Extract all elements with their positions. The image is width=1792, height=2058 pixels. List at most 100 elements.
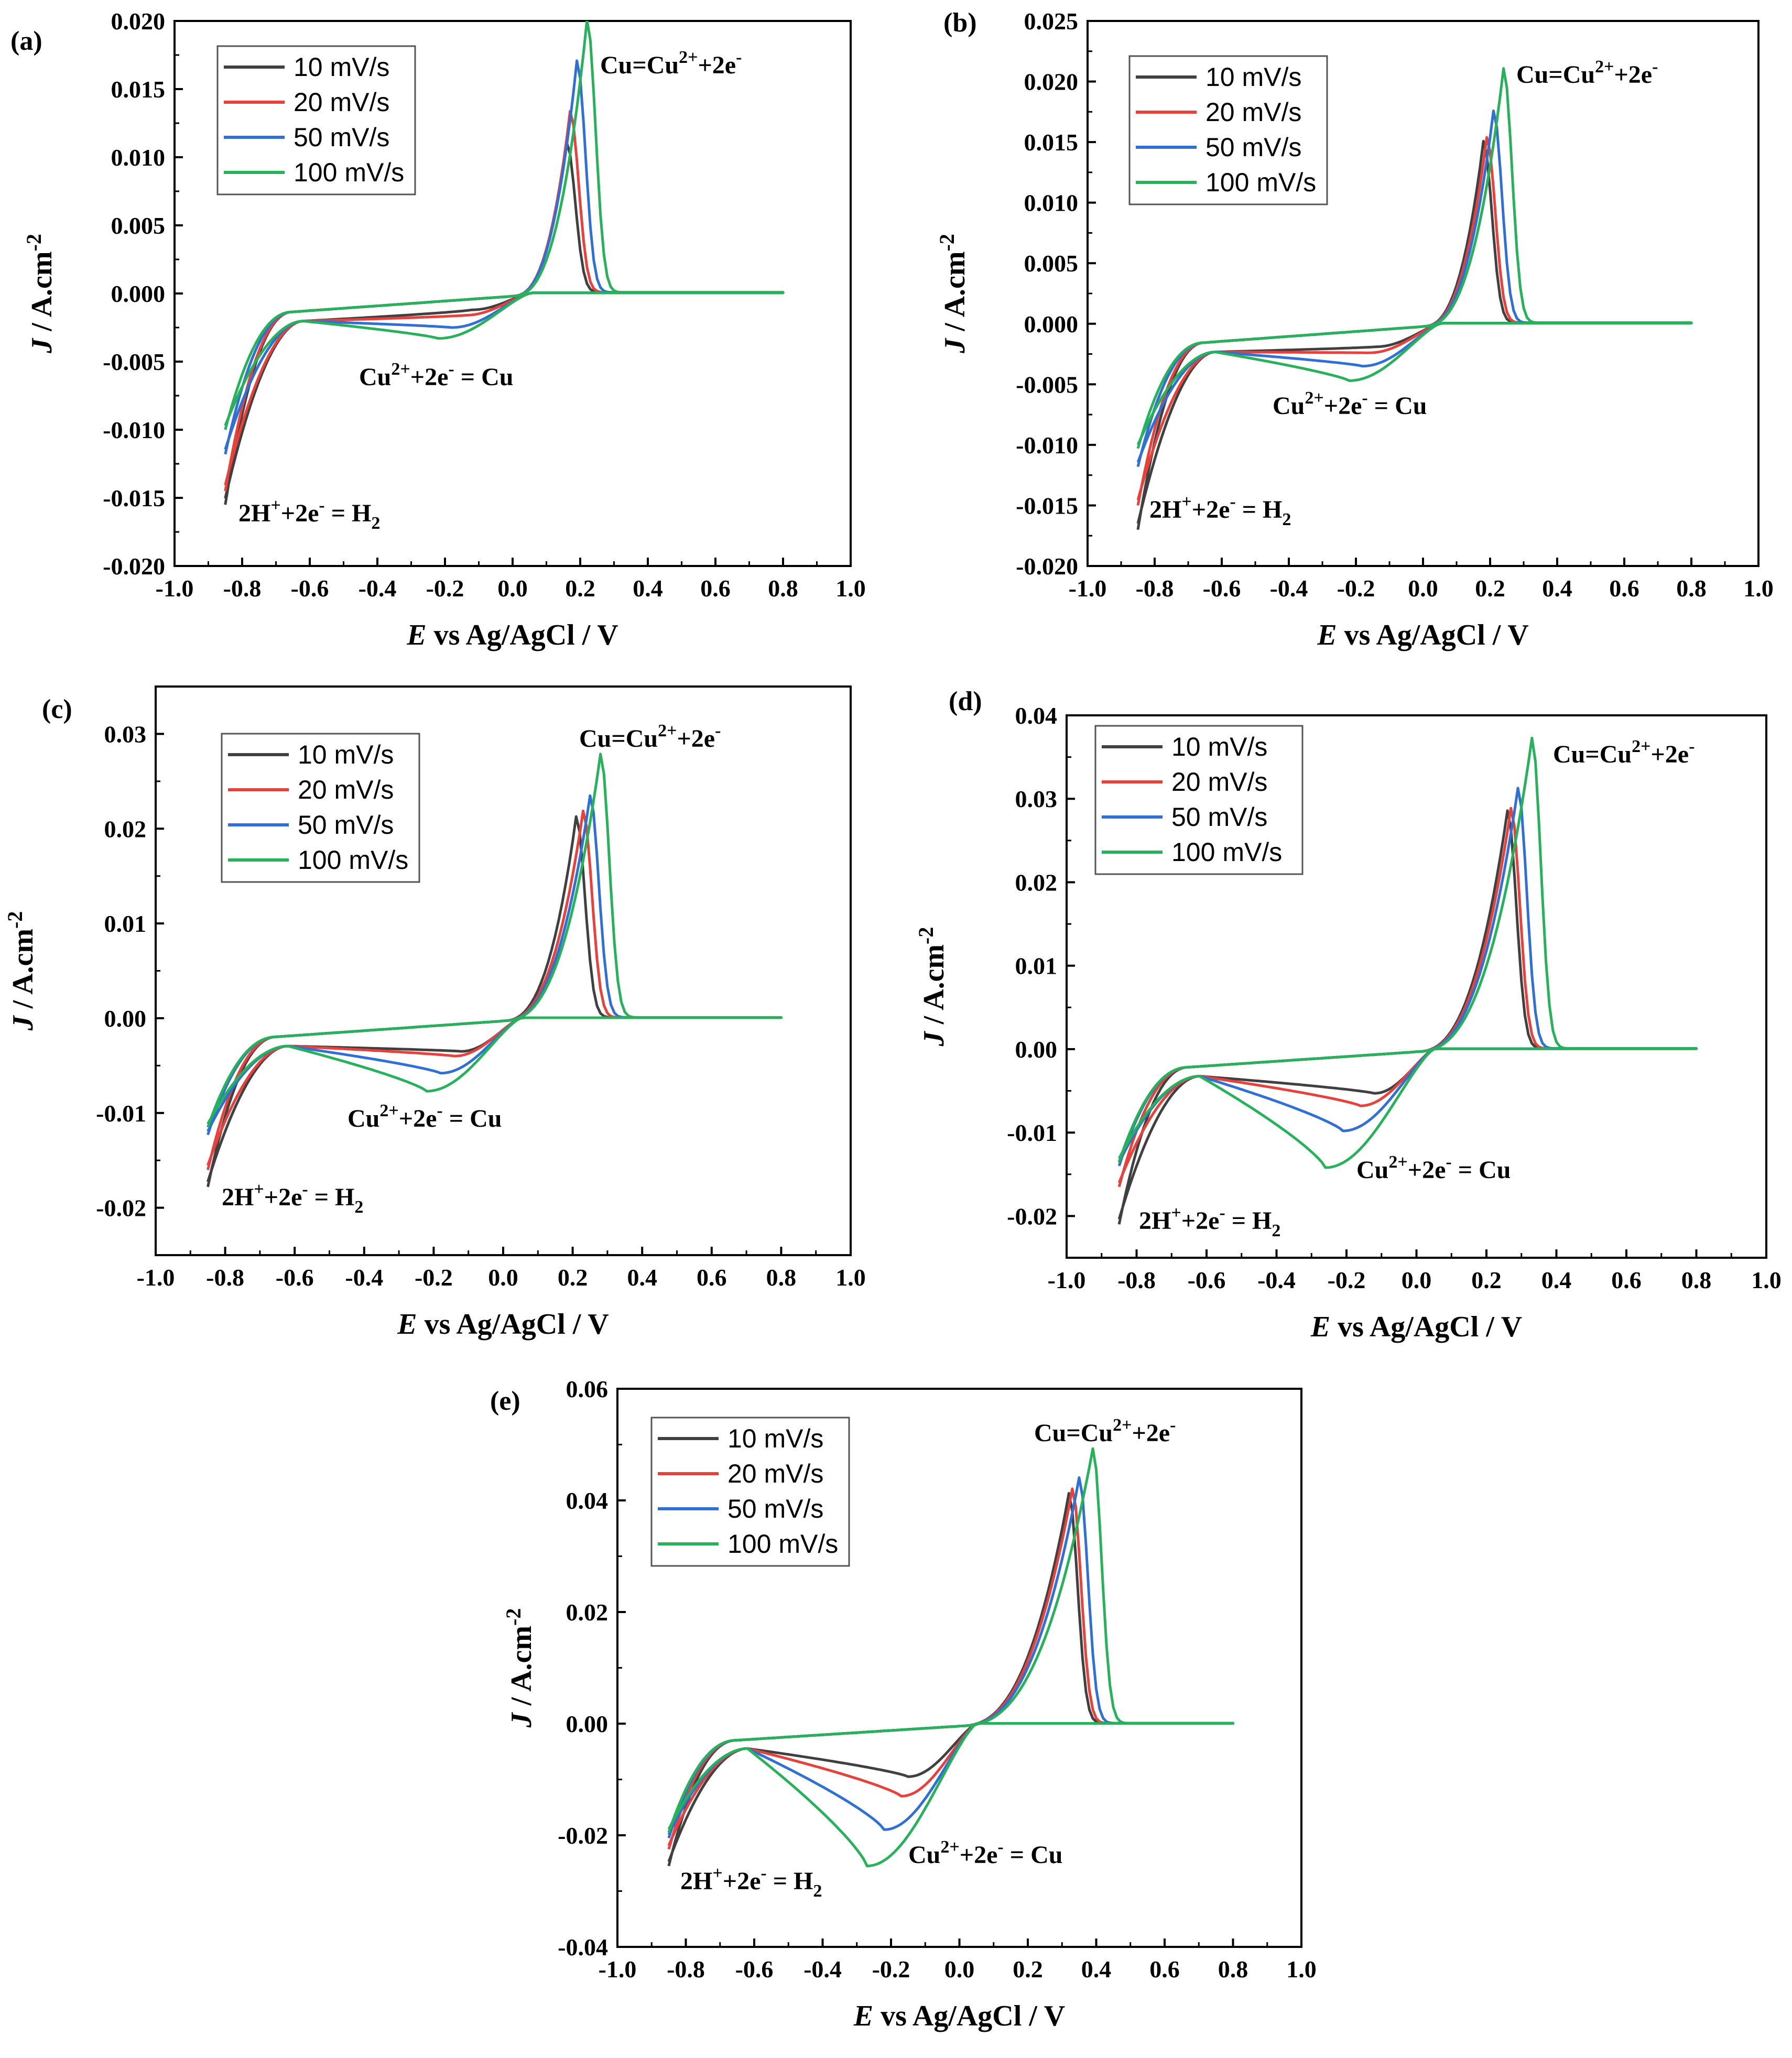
text-part: J [505, 1712, 538, 1728]
x-tick-label: -0.4 [803, 1956, 842, 1983]
text-part: - [1446, 1152, 1451, 1172]
legend-entry: 50 mV/s [294, 123, 389, 152]
x-tick-label: 0.4 [627, 1264, 657, 1291]
text-part: +2e [698, 51, 736, 79]
legend-entry: 20 mV/s [1205, 97, 1301, 127]
text-part: = Cu [454, 363, 514, 391]
x-tick-label: -0.6 [1188, 1267, 1226, 1293]
y-tick-label: 0.020 [1024, 69, 1079, 95]
x-tick-label: 0.6 [697, 1264, 727, 1291]
text-part: = Cu [1452, 1156, 1511, 1184]
x-tick-label: -1.0 [156, 575, 194, 602]
x-tick-label: -0.2 [1337, 575, 1375, 602]
text-part: 2+ [379, 1101, 398, 1120]
text-part: = H [767, 1867, 813, 1895]
legend-entry: 20 mV/s [1171, 767, 1267, 797]
text-part: E [397, 1308, 417, 1341]
text-part: E [406, 619, 426, 651]
text-part: +2e [264, 1183, 302, 1211]
legend-box [216, 45, 416, 195]
text-part: 2 [371, 514, 380, 533]
text-part: 2+ [1632, 737, 1650, 756]
legend-box [650, 1417, 850, 1567]
text-part: + [270, 496, 280, 515]
x-tick-label: 0.6 [1611, 1267, 1642, 1293]
y-tick-label: 0.02 [104, 815, 147, 842]
x-tick-label: 0.6 [700, 575, 731, 602]
chart-panel: (a) -1.0 -0.8 -0.6 -0.4 -0.2 0.0 0.2 0.4 0.6 0.8 1.… [10, 8, 866, 651]
series-line-100-mV-s [667, 1447, 1234, 1868]
series-line-100-mV-s [224, 21, 785, 430]
annotation-hydrogen: 2H++2e- = H2 [238, 496, 380, 533]
x-tick-label: 0.8 [1681, 1267, 1712, 1293]
y-tick-label: 0.000 [111, 280, 166, 307]
annotation-reduction: Cu2++2e- = Cu [908, 1837, 1062, 1869]
x-tick-label: -0.8 [1117, 1267, 1156, 1293]
text-part: 2+ [1113, 1415, 1132, 1435]
x-tick-label: 0.0 [497, 575, 528, 602]
text-part: 2H [680, 1867, 712, 1895]
text-part: - [437, 1101, 442, 1120]
x-tick-label: 0.8 [766, 1264, 797, 1291]
text-part: 2H [1149, 496, 1181, 524]
annotation-reduction: Cu2++2e- = Cu [359, 360, 513, 391]
y-tick-label: 0.00 [566, 1711, 609, 1737]
annotation-hydrogen: 2H++2e- = H2 [1139, 1203, 1280, 1240]
annotation-oxidation: Cu=Cu2++2e- [1034, 1415, 1176, 1447]
text-part: -2 [22, 234, 46, 251]
text-part: J [939, 337, 971, 354]
text-part: - [1230, 492, 1235, 511]
text-part: +2e [1132, 1419, 1170, 1447]
text-part: Cu=Cu [1516, 61, 1595, 89]
text-part: - [1219, 1203, 1225, 1223]
text-part: 2+ [940, 1837, 959, 1857]
legend-entry: 100 mV/s [727, 1529, 838, 1559]
series-line-100-mV-s [207, 753, 783, 1128]
x-tick-label: -0.4 [345, 1264, 383, 1291]
x-tick-label: 0.4 [633, 575, 663, 602]
panel-label: (d) [949, 687, 982, 716]
text-part: 2+ [1595, 57, 1614, 77]
legend-entry: 50 mV/s [727, 1494, 823, 1523]
text-part: +2e [281, 499, 319, 527]
text-part: E [1310, 1311, 1330, 1343]
text-part: 2 [1272, 1221, 1280, 1240]
annotation-hydrogen: 2H++2e- = H2 [222, 1180, 363, 1217]
y-tick-label: -0.04 [558, 1934, 608, 1961]
x-tick-label: -0.4 [1270, 575, 1308, 602]
y-tick-label: 0.005 [1024, 250, 1079, 277]
legend-entry: 50 mV/s [1205, 133, 1301, 162]
y-tick-label: -0.015 [1016, 492, 1078, 519]
text-part: Cu [1356, 1156, 1388, 1184]
curves [224, 21, 785, 505]
legend-entry: 10 mV/s [727, 1424, 823, 1453]
text-part: - [1170, 1415, 1176, 1435]
text-part: - [761, 1864, 766, 1883]
text-part: -2 [3, 911, 27, 929]
text-part: +2e [677, 725, 715, 753]
annotation-oxidation: Cu=Cu2++2e- [1553, 737, 1695, 768]
y-tick-label: -0.01 [96, 1100, 146, 1127]
legend-entry: 50 mV/s [1171, 802, 1267, 832]
text-part: = Cu [443, 1105, 502, 1133]
text-part: E [1317, 619, 1337, 651]
y-tick-label: 0.010 [1024, 190, 1079, 216]
text-part: -2 [502, 1608, 525, 1626]
legend: 10 mV/s 20 mV/s 50 mV/s 100 mV/s [650, 1417, 850, 1567]
x-tick-label: 0.0 [1408, 575, 1438, 602]
annotation-oxidation: Cu=Cu2++2e- [1516, 57, 1658, 89]
x-tick-label: -0.8 [206, 1264, 244, 1291]
annotation-oxidation: Cu=Cu2++2e- [600, 48, 742, 79]
y-tick-label: -0.015 [103, 485, 165, 511]
legend-entry: 20 mV/s [298, 775, 394, 804]
series-line-100-mV-s [1117, 736, 1698, 1169]
x-tick-label: -1.0 [1048, 1267, 1086, 1293]
text-part: vs Ag/AgCl / V [1337, 619, 1529, 651]
y-tick-label: 0.00 [104, 1005, 147, 1032]
text-part: - [1652, 57, 1658, 77]
x-tick-label: -0.8 [667, 1956, 705, 1983]
y-tick-label: 0.00 [1015, 1036, 1058, 1063]
x-tick-label: -0.6 [291, 575, 329, 602]
annotation-reduction: Cu2++2e- = Cu [1356, 1152, 1511, 1184]
text-part: 2+ [679, 48, 698, 67]
